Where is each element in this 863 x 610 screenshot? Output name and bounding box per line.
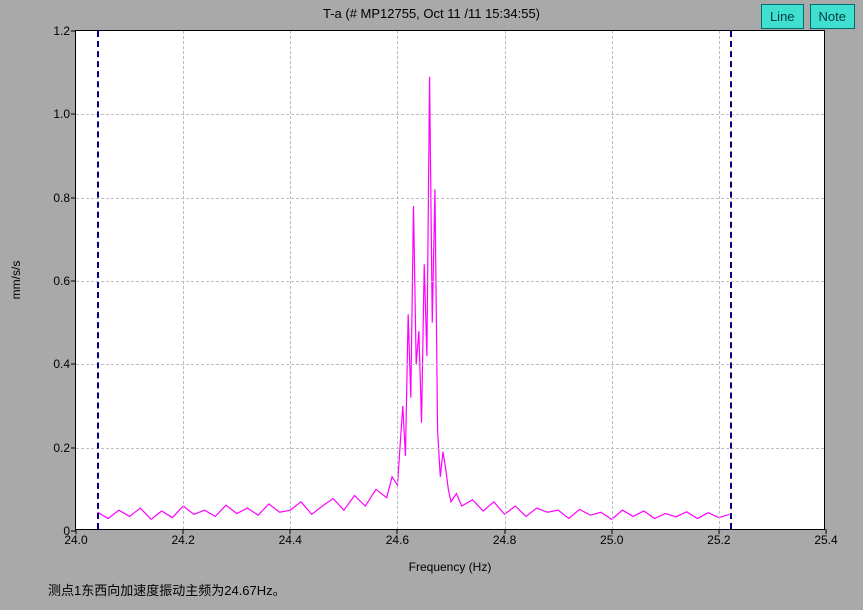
note-button[interactable]: Note [810, 4, 855, 29]
gridline-v [719, 31, 720, 529]
cursor-line[interactable] [730, 31, 732, 529]
app-container: Line Note T-a (# MP12755, Oct 11 /11 15:… [0, 0, 863, 610]
chart-title: T-a (# MP12755, Oct 11 /11 15:34:55) [0, 6, 863, 21]
chart-plot-area: 00.20.40.60.81.01.224.024.224.424.624.82… [75, 30, 825, 530]
toolbar: Line Note [761, 4, 855, 29]
gridline-h [76, 114, 824, 115]
gridline-h [76, 198, 824, 199]
ytick-label: 0.6 [53, 274, 76, 288]
xtick-label: 24.4 [279, 529, 302, 547]
xtick-label: 24.8 [493, 529, 516, 547]
gridline-v [612, 31, 613, 529]
xtick-label: 25.4 [814, 529, 837, 547]
xtick-label: 25.2 [707, 529, 730, 547]
xtick-label: 25.0 [600, 529, 623, 547]
ytick-label: 0.2 [53, 441, 76, 455]
spectrum-trace [76, 31, 824, 529]
xtick-label: 24.2 [171, 529, 194, 547]
gridline-h [76, 448, 824, 449]
gridline-v [183, 31, 184, 529]
gridline-v [290, 31, 291, 529]
x-axis-label: Frequency (Hz) [409, 560, 492, 574]
gridline-h [76, 281, 824, 282]
cursor-line[interactable] [97, 31, 99, 529]
ytick-label: 0.8 [53, 191, 76, 205]
xtick-label: 24.0 [64, 529, 87, 547]
y-axis-label: mm/s/s [9, 261, 23, 300]
line-button[interactable]: Line [761, 4, 804, 29]
ytick-label: 1.0 [53, 107, 76, 121]
ytick-label: 1.2 [53, 24, 76, 38]
gridline-h [76, 364, 824, 365]
xtick-label: 24.6 [386, 529, 409, 547]
gridline-v [397, 31, 398, 529]
caption-text: 测点1东西向加速度振动主频为24.67Hz。 [48, 580, 286, 599]
ytick-label: 0.4 [53, 357, 76, 371]
gridline-v [505, 31, 506, 529]
